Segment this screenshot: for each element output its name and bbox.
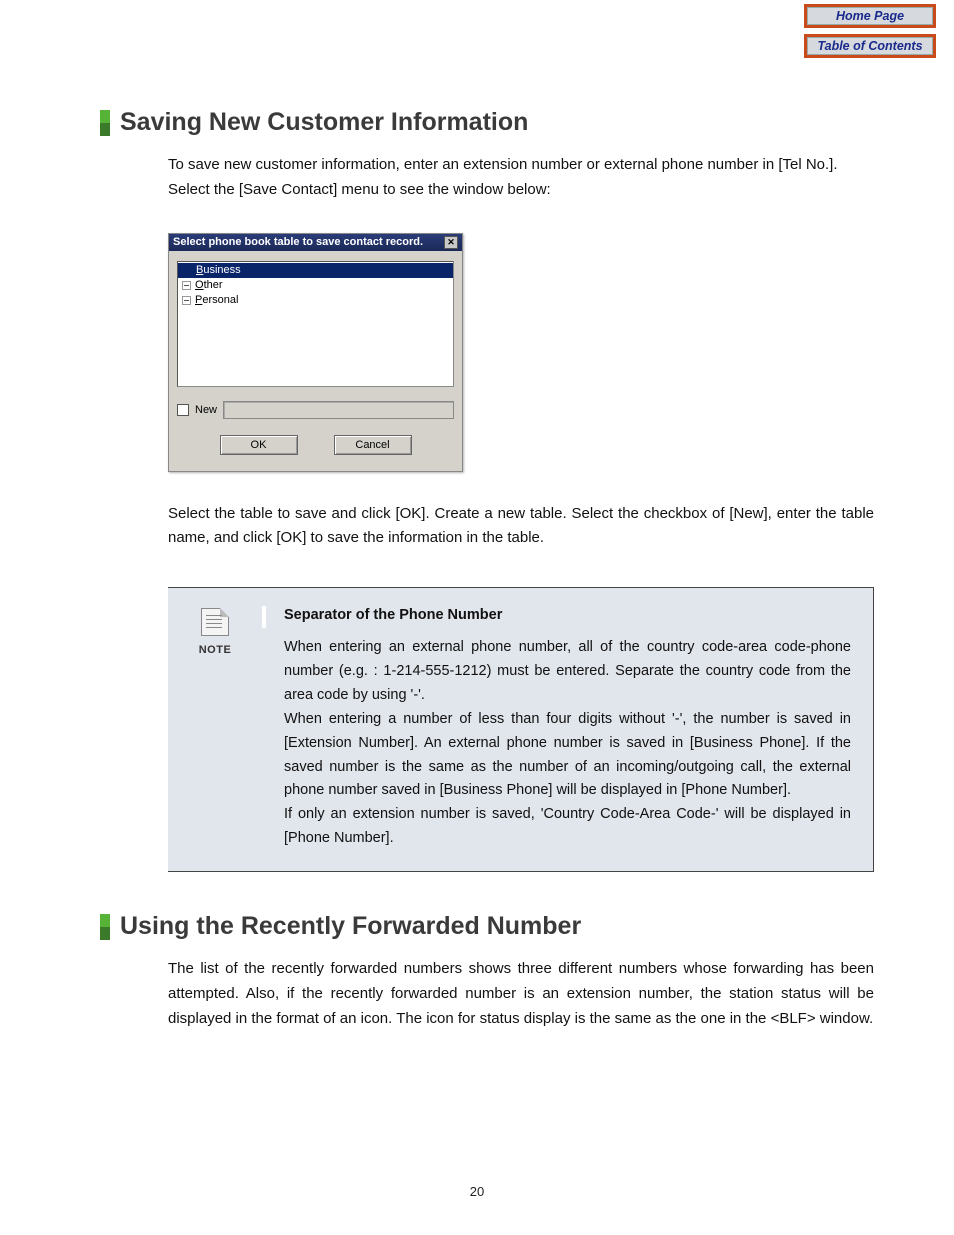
new-table-input[interactable] (223, 401, 454, 419)
section2-body: The list of the recently forwarded numbe… (168, 957, 874, 1031)
section-heading-2: Using the Recently Forwarded Number (100, 912, 874, 941)
phonebook-listbox[interactable]: Business Other Personal (177, 261, 454, 387)
dialog-title-text: Select phone book table to save contact … (173, 236, 423, 248)
list-item[interactable]: Other (178, 278, 453, 293)
list-item-label: usiness (203, 263, 240, 278)
new-label: New (195, 404, 217, 416)
note-paragraph: When entering a number of less than four… (284, 708, 851, 804)
list-item[interactable]: Business (178, 263, 453, 278)
close-icon[interactable]: ✕ (444, 236, 458, 249)
home-page-button[interactable]: Home Page (804, 4, 936, 28)
tree-toggle-icon[interactable] (182, 296, 191, 305)
dialog-titlebar: Select phone book table to save contact … (169, 234, 462, 251)
heading-accent-bar (100, 110, 110, 136)
note-paragraph: If only an extension number is saved, 'C… (284, 803, 851, 851)
new-row: New (177, 401, 454, 419)
note-label: NOTE (199, 644, 232, 656)
section1-intro: To save new customer information, enter … (168, 153, 874, 203)
note-box: NOTE Separator of the Phone Number When … (168, 587, 874, 872)
save-contact-dialog: Select phone book table to save contact … (168, 233, 463, 472)
list-item-label: ersonal (202, 293, 238, 308)
heading-accent-bar (100, 914, 110, 940)
list-item-accel: B (196, 263, 203, 278)
heading-text: Saving New Customer Information (120, 108, 528, 137)
list-item[interactable]: Personal (178, 293, 453, 308)
heading-text: Using the Recently Forwarded Number (120, 912, 581, 941)
list-item-accel: P (195, 293, 202, 308)
ok-button[interactable]: OK (220, 435, 298, 455)
toc-button[interactable]: Table of Contents (804, 34, 936, 58)
section-heading-1: Saving New Customer Information (100, 108, 874, 137)
cancel-button[interactable]: Cancel (334, 435, 412, 455)
note-icon (201, 608, 229, 636)
nav-buttons: Home Page Table of Contents (804, 4, 936, 58)
note-title: Separator of the Phone Number (284, 604, 851, 628)
page-number: 20 (0, 1184, 954, 1199)
list-item-label: ther (204, 278, 223, 293)
section1-after-dialog: Select the table to save and click [OK].… (168, 502, 874, 552)
new-checkbox[interactable] (177, 404, 189, 416)
list-item-accel: O (195, 278, 204, 293)
tree-toggle-icon[interactable] (182, 281, 191, 290)
note-paragraph: When entering an external phone number, … (284, 636, 851, 708)
note-divider (262, 606, 266, 628)
